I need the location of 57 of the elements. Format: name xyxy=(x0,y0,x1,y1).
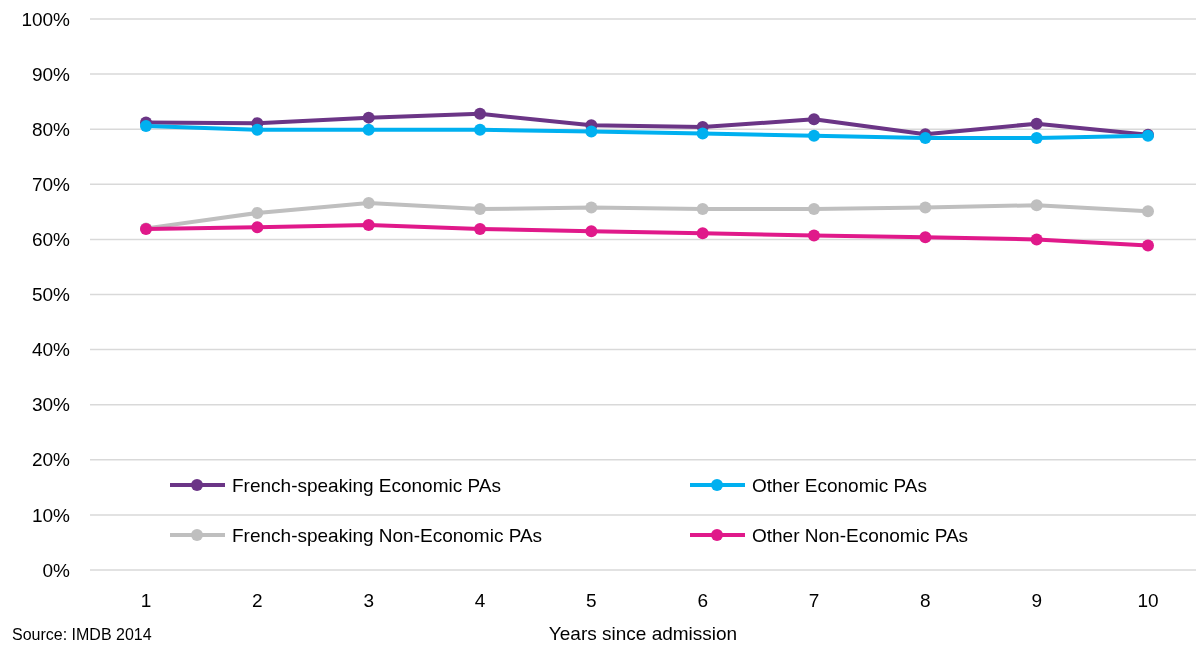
point xyxy=(808,229,820,242)
x-tick-label: 2 xyxy=(252,590,263,611)
point xyxy=(585,225,598,238)
point xyxy=(696,203,709,216)
point xyxy=(474,222,486,235)
point xyxy=(808,129,820,142)
y-tick-label: 90% xyxy=(31,63,71,85)
y-tick-label: 100% xyxy=(21,8,71,30)
x-tick-label: 8 xyxy=(920,590,931,611)
legend-label: French-speaking Economic PAs xyxy=(232,474,501,496)
legend-label: Other Non-Economic PAs xyxy=(752,524,969,546)
legend-label: Other Economic PAs xyxy=(752,474,927,496)
x-tick-label: 10 xyxy=(1137,590,1159,611)
x-tick-label: 5 xyxy=(586,590,597,611)
x-tick-label: 7 xyxy=(808,590,820,611)
point xyxy=(251,221,264,234)
point xyxy=(1030,233,1043,246)
source-note: Source: IMDB 2014 xyxy=(12,626,152,643)
point xyxy=(1142,205,1154,218)
point xyxy=(362,219,375,232)
point xyxy=(696,227,709,240)
y-tick-label: 60% xyxy=(31,229,71,251)
point xyxy=(808,203,820,216)
point xyxy=(919,231,932,244)
point xyxy=(474,123,486,136)
y-tick-label: 70% xyxy=(31,173,71,195)
y-tick-label: 40% xyxy=(31,339,71,361)
point xyxy=(1030,117,1043,130)
point xyxy=(919,201,932,214)
point xyxy=(1142,239,1154,252)
x-tick-label: 6 xyxy=(697,590,708,611)
x-tick-label: 4 xyxy=(474,590,486,611)
x-tick-label: 1 xyxy=(140,590,152,611)
point xyxy=(1030,199,1043,212)
y-tick-label: 80% xyxy=(31,118,71,140)
point xyxy=(251,123,264,136)
point xyxy=(808,113,820,126)
legend-label: French-speaking Non-Economic PAs xyxy=(232,524,543,546)
point xyxy=(362,111,375,124)
point xyxy=(362,197,375,210)
point xyxy=(474,203,486,216)
point xyxy=(585,201,598,214)
x-tick-label: 9 xyxy=(1031,590,1042,611)
point xyxy=(1030,132,1043,145)
point xyxy=(474,107,486,120)
point xyxy=(585,125,598,138)
point xyxy=(362,123,375,136)
y-tick-label: 20% xyxy=(31,449,71,471)
x-tick-label: 3 xyxy=(363,590,374,611)
y-tick-label: 30% xyxy=(31,394,71,416)
point xyxy=(251,206,264,219)
point xyxy=(696,127,709,140)
point xyxy=(919,132,932,145)
y-tick-label: 0% xyxy=(42,559,71,581)
y-tick-label: 10% xyxy=(31,504,71,526)
x-axis-title: Years since admission xyxy=(548,623,738,644)
y-tick-label: 50% xyxy=(31,284,71,306)
